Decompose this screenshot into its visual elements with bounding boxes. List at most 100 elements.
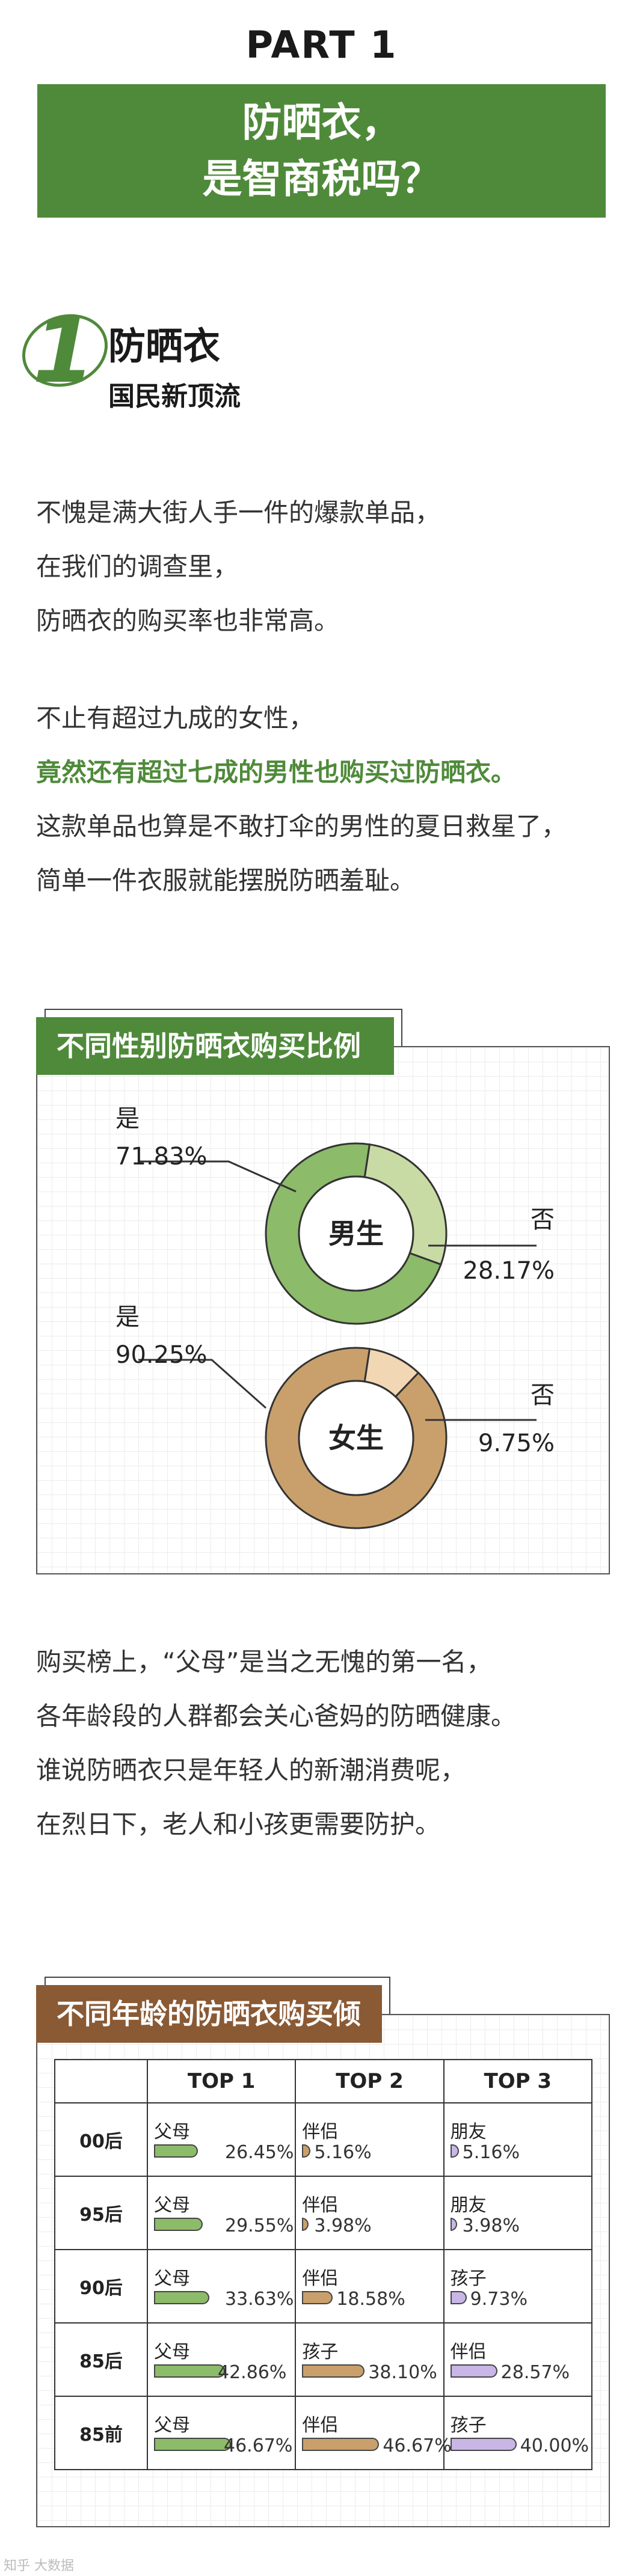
entry-value: 40.00% <box>520 2435 589 2456</box>
entry-label: 父母 <box>154 2342 190 2363</box>
table-row: 90后 父母 33.63% 伴侣 18.58% 孩子 9.73% <box>54 2249 593 2324</box>
para3-line: 各年龄段的人群都会关心爸妈的防晒健康。 <box>36 1701 517 1731</box>
rank-cell-top1: 父母 29.55% <box>146 2176 297 2250</box>
male-center-label: 男生 <box>328 1217 384 1250</box>
male-yes-leader <box>138 1160 297 1193</box>
entry-bar <box>450 2218 457 2231</box>
entry-bar <box>154 2218 203 2231</box>
entry-bar <box>450 2144 459 2158</box>
rank-cell-top3: 朋友 3.98% <box>443 2176 593 2250</box>
paragraph-2: 不止有超过九成的女性， 竟然还有超过七成的男性也购买过防晒衣。 这款单品也算是不… <box>36 691 632 908</box>
rank-cell-top3: 伴侣 28.57% <box>443 2322 593 2397</box>
entry-label: 伴侣 <box>302 2122 339 2143</box>
entry-value: 26.45% <box>225 2142 294 2163</box>
rank-cell-top1: 父母 26.45% <box>146 2102 297 2177</box>
paragraph-3: 购买榜上，“父母”是当之无愧的第一名， 各年龄段的人群都会关心爸妈的防晒健康。 … <box>36 1635 632 1852</box>
entry-label: 伴侣 <box>302 2268 339 2289</box>
entry-bar <box>450 2438 517 2451</box>
entry-label: 父母 <box>154 2195 190 2216</box>
watermark: 知乎 大数据 <box>4 2559 74 2574</box>
col-header-top2: TOP 2 <box>295 2059 445 2103</box>
section-heading: 1 防晒衣 国民新顶流 <box>17 298 378 418</box>
gender-chart-title: 不同性别防晒衣购买比例 <box>36 1009 402 1075</box>
paragraph-1: 不愧是满大街人手一件的爆款单品， 在我们的调查里， 防晒衣的购买率也非常高。 <box>36 486 632 648</box>
rank-cell-top3: 孩子 9.73% <box>443 2249 593 2324</box>
entry-value: 3.98% <box>314 2215 372 2236</box>
entry-label: 父母 <box>154 2268 190 2289</box>
entry-bar <box>302 2144 311 2158</box>
gender-chart-card: 男生 是 71.83% 否 28.17% 女生 是 90.25% 否 9.75% <box>36 1046 610 1574</box>
age-cell: 00后 <box>54 2102 148 2177</box>
female-no-value: 9.75% <box>478 1430 555 1457</box>
title-line-1: 防晒衣， <box>242 99 401 145</box>
entry-bar <box>450 2291 467 2304</box>
entry-bar <box>154 2144 198 2158</box>
rank-cell-top2: 伴侣 5.16% <box>295 2102 445 2177</box>
para3-line: 在烈日下，老人和小孩更需要防护。 <box>36 1810 441 1839</box>
col-header-top1: TOP 1 <box>146 2059 297 2103</box>
entry-label: 伴侣 <box>302 2195 339 2216</box>
entry-label: 伴侣 <box>302 2415 339 2436</box>
table-row: 85后 父母 42.86% 孩子 38.10% 伴侣 28.57% <box>54 2322 593 2397</box>
male-yes-value: 71.83% <box>115 1143 208 1170</box>
gender-donut-chart: 男生 是 71.83% 否 28.17% 女生 是 90.25% 否 9.75% <box>115 1105 555 1529</box>
male-donut-hole <box>298 1175 414 1292</box>
entry-bar <box>302 2364 365 2378</box>
part-label: PART 1 <box>245 23 398 67</box>
rank-cell-top3: 孩子 40.00% <box>443 2396 593 2470</box>
male-no-value: 28.17% <box>463 1257 555 1285</box>
entry-value: 5.16% <box>462 2142 520 2163</box>
table-header-row: TOP 1 TOP 2 TOP 3 <box>54 2059 593 2103</box>
entry-value: 42.86% <box>218 2362 287 2383</box>
entry-label: 孩子 <box>450 2268 487 2289</box>
entry-value: 9.73% <box>470 2289 528 2310</box>
col-header-age <box>54 2059 148 2103</box>
para2-line: 简单一件衣服就能摆脱防晒羞耻。 <box>36 866 416 895</box>
entry-value: 38.10% <box>368 2362 437 2383</box>
rank-cell-top3: 朋友 5.16% <box>443 2102 593 2177</box>
para2-line: 这款单品也算是不敢打伞的男性的夏日救星了， <box>36 812 567 841</box>
female-yes-value: 90.25% <box>115 1341 208 1369</box>
entry-value: 5.16% <box>314 2142 372 2163</box>
entry-bar <box>154 2364 225 2378</box>
entry-label: 朋友 <box>450 2195 487 2216</box>
entry-label: 父母 <box>154 2415 190 2436</box>
title-banner: 防晒衣， 是智商税吗？ <box>37 84 606 218</box>
entry-bar <box>302 2438 380 2451</box>
female-yes-leader <box>138 1359 266 1409</box>
entry-value: 29.55% <box>225 2215 294 2236</box>
age-cell: 85前 <box>54 2396 148 2470</box>
rank-cell-top1: 父母 42.86% <box>146 2322 297 2397</box>
entry-value: 33.63% <box>225 2289 294 2310</box>
badge-ring <box>22 314 108 387</box>
entry-value: 3.98% <box>462 2215 520 2236</box>
age-rank-table: TOP 1 TOP 2 TOP 3 00后 父母 26.45% 伴侣 5.16% 朋友 5.… <box>54 2059 593 2470</box>
entry-bar <box>154 2438 231 2451</box>
title-line-2: 是智商税吗？ <box>202 156 441 202</box>
male-no-label: 否 <box>531 1206 555 1234</box>
col-header-top3: TOP 3 <box>443 2059 593 2103</box>
rank-cell-top2: 孩子 38.10% <box>295 2322 445 2397</box>
female-no-label: 否 <box>531 1381 555 1409</box>
table-row: 00后 父母 26.45% 伴侣 5.16% 朋友 5.16% <box>54 2102 593 2177</box>
rank-cell-top1: 父母 46.67% <box>146 2396 297 2470</box>
para1-line: 防晒衣的购买率也非常高。 <box>36 606 340 635</box>
female-donut-hole <box>298 1380 414 1496</box>
para3-line: 购买榜上，“父母”是当之无愧的第一名， <box>36 1647 492 1677</box>
rank-cell-top2: 伴侣 18.58% <box>295 2249 445 2324</box>
age-cell: 85后 <box>54 2322 148 2397</box>
male-yes-label: 是 <box>115 1105 140 1133</box>
rank-cell-top1: 父母 33.63% <box>146 2249 297 2324</box>
para1-line: 在我们的调查里， <box>36 552 239 581</box>
entry-label: 伴侣 <box>450 2342 487 2363</box>
para2-line: 不止有超过九成的女性， <box>36 703 315 733</box>
entry-label: 父母 <box>154 2122 190 2143</box>
entry-label: 朋友 <box>450 2122 487 2143</box>
entry-value: 46.67% <box>383 2435 452 2456</box>
table-row: 95后 父母 29.55% 伴侣 3.98% 朋友 3.98% <box>54 2176 593 2250</box>
table-row: 85前 父母 46.67% 伴侣 46.67% 孩子 40.00% <box>54 2396 593 2470</box>
age-cell: 90后 <box>54 2249 148 2324</box>
para1-line: 不愧是满大街人手一件的爆款单品， <box>36 498 441 527</box>
age-cell: 95后 <box>54 2176 148 2250</box>
section-subtitle: 国民新顶流 <box>108 381 241 412</box>
